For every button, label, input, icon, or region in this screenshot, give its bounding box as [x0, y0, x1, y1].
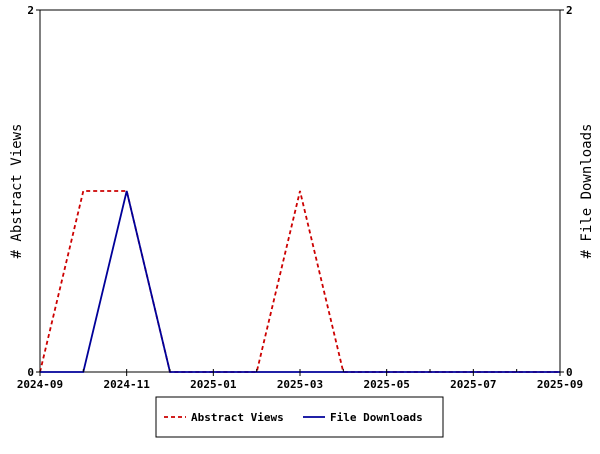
y-left-axis-title: # Abstract Views — [9, 124, 25, 259]
x-tick-label: 2025-09 — [537, 378, 583, 391]
x-tick-label: 2024-09 — [17, 378, 63, 391]
x-tick-label: 2025-03 — [277, 378, 323, 391]
x-tick-label: 2024-11 — [103, 378, 150, 391]
legend-label: Abstract Views — [191, 411, 284, 424]
y-left-tick-label: 2 — [27, 4, 34, 17]
legend-label: File Downloads — [330, 411, 423, 424]
y-right-axis-title: # File Downloads — [579, 124, 595, 259]
y-right-tick-label: 2 — [566, 4, 573, 17]
legend-box — [155, 396, 444, 438]
x-tick-label: 2025-05 — [363, 378, 409, 391]
x-tick-label: 2025-01 — [190, 378, 237, 391]
x-tick-label: 2025-07 — [450, 378, 496, 391]
y-right-tick-label: 0 — [566, 366, 573, 379]
legend: Abstract Views File Downloads — [155, 396, 444, 438]
y-left-tick-label: 0 — [27, 366, 34, 379]
axes: 2024-09 2024-11 2025-01 2025-03 2025-05 2025-… — [9, 4, 595, 391]
